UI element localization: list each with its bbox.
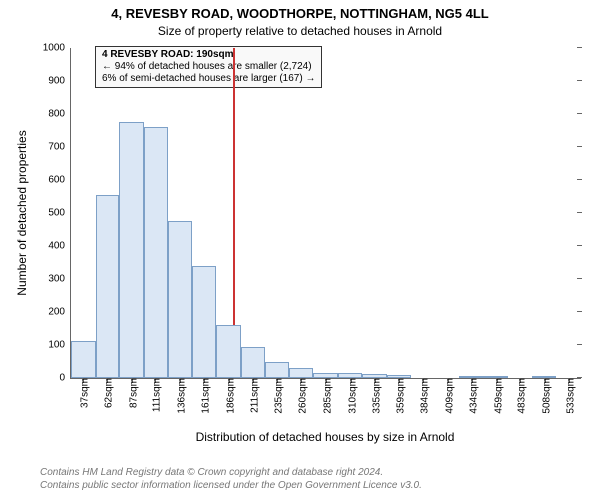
y-tick-mark [577, 344, 582, 345]
histogram-bar [119, 122, 144, 378]
y-tick-label: 200 [25, 307, 71, 318]
y-tick-label: 500 [25, 208, 71, 219]
footer-line-1: Contains HM Land Registry data © Crown c… [40, 467, 422, 480]
y-tick-mark [577, 47, 582, 48]
y-tick-label: 400 [25, 241, 71, 252]
x-tick-label: 359sqm [391, 378, 406, 414]
histogram-bar [289, 368, 314, 378]
histogram-bar [96, 195, 120, 378]
y-tick-mark [577, 179, 582, 180]
x-tick-label: 508sqm [537, 378, 552, 414]
y-axis-label: Number of detached properties [15, 48, 29, 378]
y-tick-label: 600 [25, 175, 71, 186]
y-tick-mark [577, 113, 582, 114]
histogram-bar [71, 341, 96, 378]
y-tick-mark [577, 212, 582, 213]
y-tick-label: 900 [25, 76, 71, 87]
histogram-bar [144, 127, 169, 378]
figure-title: 4, REVESBY ROAD, WOODTHORPE, NOTTINGHAM,… [0, 6, 600, 21]
x-tick-label: 62sqm [100, 378, 115, 408]
y-tick-mark [577, 146, 582, 147]
histogram-bar [265, 362, 289, 379]
x-tick-label: 335sqm [368, 378, 383, 414]
figure: 4, REVESBY ROAD, WOODTHORPE, NOTTINGHAM,… [0, 0, 600, 500]
footer-attribution: Contains HM Land Registry data © Crown c… [40, 467, 422, 492]
x-tick-label: 459sqm [489, 378, 504, 414]
histogram-bar [216, 325, 241, 378]
y-tick-label: 0 [25, 373, 71, 384]
histogram-bar [241, 347, 266, 378]
x-tick-label: 186sqm [221, 378, 236, 414]
y-tick-mark [577, 311, 582, 312]
x-axis-label: Distribution of detached houses by size … [70, 430, 580, 444]
x-tick-label: 434sqm [465, 378, 480, 414]
x-tick-label: 161sqm [197, 378, 212, 414]
y-tick-mark [577, 278, 582, 279]
x-tick-label: 37sqm [75, 378, 90, 408]
x-tick-label: 285sqm [319, 378, 334, 414]
histogram-bar [192, 266, 217, 378]
x-tick-label: 136sqm [172, 378, 187, 414]
x-tick-label: 483sqm [513, 378, 528, 414]
y-tick-mark [577, 245, 582, 246]
figure-subtitle: Size of property relative to detached ho… [0, 24, 600, 38]
x-tick-label: 260sqm [294, 378, 309, 414]
y-tick-label: 300 [25, 274, 71, 285]
y-tick-mark [577, 80, 582, 81]
x-tick-label: 87sqm [124, 378, 139, 408]
x-tick-label: 533sqm [562, 378, 577, 414]
x-tick-label: 211sqm [246, 378, 261, 413]
y-tick-label: 1000 [25, 43, 71, 54]
y-tick-label: 700 [25, 142, 71, 153]
histogram-bar [168, 221, 192, 378]
x-tick-label: 409sqm [440, 378, 455, 414]
y-tick-label: 100 [25, 340, 71, 351]
x-tick-label: 111sqm [148, 378, 163, 412]
chart-area: 0100200300400500600700800900100037sqm62s… [70, 48, 581, 379]
x-tick-label: 235sqm [269, 378, 284, 414]
y-tick-mark [577, 377, 582, 378]
footer-line-2: Contains public sector information licen… [40, 480, 422, 493]
x-tick-label: 384sqm [416, 378, 431, 414]
x-tick-label: 310sqm [343, 378, 358, 414]
y-tick-label: 800 [25, 109, 71, 120]
